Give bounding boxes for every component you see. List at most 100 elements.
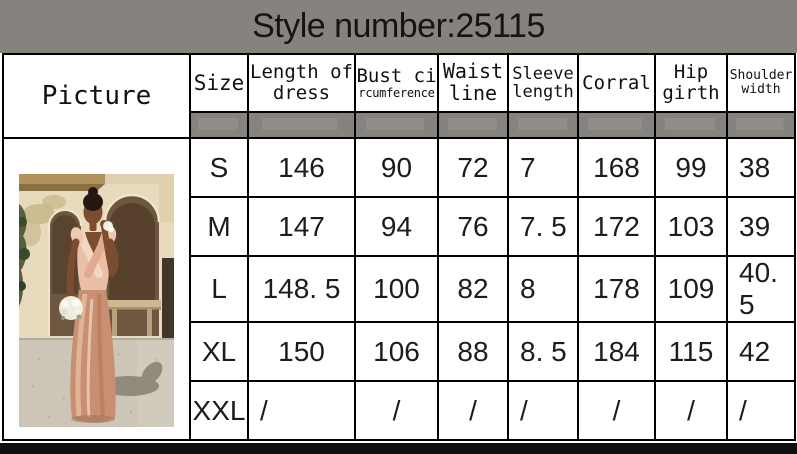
picture-header-label: Picture xyxy=(41,80,152,111)
cell-hip: 109 xyxy=(654,255,728,323)
cell-sleeve: 8. 5 xyxy=(507,321,579,382)
v-neckline-skin xyxy=(85,231,102,258)
cell-length: 147 xyxy=(247,196,356,257)
cell-length: 146 xyxy=(247,137,356,198)
cell-corral: 172 xyxy=(577,196,656,257)
cell-waist: 88 xyxy=(437,321,509,382)
table-row-l: L 148. 5 100 82 8 178 109 40. 5 xyxy=(3,255,796,323)
cell-shoulder: 38 xyxy=(726,137,796,198)
wall-right-shade xyxy=(159,173,174,222)
gray-band-cell xyxy=(507,111,579,139)
cell-corral: 178 xyxy=(577,255,656,323)
left-arch-edge xyxy=(48,208,82,336)
cell-bust: 90 xyxy=(354,137,439,198)
size-chart-table: Picture Size Length of dress Bust ci rcumf… xyxy=(2,53,796,441)
cell-shoulder: / xyxy=(726,380,796,441)
column-header-sleeve-length: Sleeve length xyxy=(507,53,579,113)
size-label: M xyxy=(189,196,249,257)
column-header-picture: Picture xyxy=(2,53,191,139)
skirt-sheen xyxy=(75,293,88,416)
cell-corral: 184 xyxy=(577,321,656,382)
table-row-xl: XL 150 106 88 8. 5 184 115 42 xyxy=(3,321,796,382)
cell-sleeve: / xyxy=(507,380,579,441)
white-flower-at-face xyxy=(108,225,114,232)
column-header-hip-girth: Hip girth xyxy=(654,53,728,113)
bench-leg xyxy=(147,308,152,336)
gray-band-cell xyxy=(577,111,656,139)
table-row-m: M 147 94 76 7. 5 172 103 39 xyxy=(3,196,796,257)
bottom-cropped-strip xyxy=(0,443,797,454)
column-header-bust-circumference: Bust ci rcumference xyxy=(354,53,439,113)
skirt-highlight xyxy=(86,298,94,417)
table-row-s: S 146 90 72 7 168 99 38 xyxy=(2,137,796,441)
wrap-lapel-left xyxy=(76,229,103,278)
cell-sleeve: 8 xyxy=(507,255,579,323)
cell-hip: 103 xyxy=(654,196,728,257)
cell-length: 150 xyxy=(247,321,356,382)
skirt-hem-shadow xyxy=(71,414,115,423)
gray-band-cell xyxy=(726,111,796,139)
gray-band-cell xyxy=(189,111,249,139)
column-header-corral: Corral xyxy=(577,53,656,113)
roof-beam xyxy=(19,173,105,184)
column-header-length-of-dress: Length of dress xyxy=(247,53,356,113)
dark-doorway xyxy=(162,257,174,338)
style-number-title: Style number:25115 xyxy=(252,7,545,45)
cell-hip: 99 xyxy=(654,137,728,198)
product-photo xyxy=(19,173,174,427)
model-figure xyxy=(59,186,119,423)
cell-sleeve: 7. 5 xyxy=(507,196,579,257)
stone-bench xyxy=(107,299,161,309)
cell-bust: 106 xyxy=(354,321,439,382)
cell-bust: 94 xyxy=(354,196,439,257)
bouquet xyxy=(59,295,83,320)
left-arm xyxy=(66,238,80,303)
gray-band-row xyxy=(3,111,796,139)
cell-length: / xyxy=(247,380,356,441)
cell-waist: 82 xyxy=(437,255,509,323)
right-forearm xyxy=(101,222,115,276)
cell-shoulder: 42 xyxy=(726,321,796,382)
table-row-xxl: XXL / / / / / / / xyxy=(3,380,796,441)
greenery-leaf xyxy=(19,216,27,227)
cell-hip: / xyxy=(654,380,728,441)
column-header-size: Size xyxy=(189,53,249,113)
cell-shoulder: 40. 5 xyxy=(726,255,796,323)
cell-length: 148. 5 xyxy=(247,255,356,323)
cell-corral: / xyxy=(577,380,656,441)
skirt-fold-shade xyxy=(97,293,105,416)
foliage-shadow xyxy=(42,194,66,209)
greenery-leaf xyxy=(19,280,26,291)
column-header-waist-line: Waist line xyxy=(437,53,509,113)
right-arch-inner-shade xyxy=(109,202,155,304)
cell-bust: / xyxy=(354,380,439,441)
cell-waist: 72 xyxy=(437,137,509,198)
gray-band-cell xyxy=(247,111,356,139)
title-bar: Style number:25115 xyxy=(0,0,797,53)
size-label: S xyxy=(189,137,249,198)
right-arch-edge xyxy=(103,193,161,336)
gray-band-cell xyxy=(354,111,439,139)
size-label: XL xyxy=(189,321,249,382)
column-header-shoulder-width: Shoulder width xyxy=(726,53,796,113)
cell-sleeve: 7 xyxy=(507,137,579,198)
gray-band-cell xyxy=(654,111,728,139)
greenery-leaf xyxy=(19,247,30,260)
hair xyxy=(83,192,103,211)
product-photo-cell xyxy=(2,137,191,441)
cell-shoulder: 39 xyxy=(726,196,796,257)
roof-beam-shadow xyxy=(19,183,105,191)
cell-hip: 115 xyxy=(654,321,728,382)
bench-leg xyxy=(112,308,117,336)
cell-bust: 100 xyxy=(354,255,439,323)
stone-bench-shadow xyxy=(107,306,161,310)
gray-band-cell xyxy=(437,111,509,139)
neck xyxy=(89,221,97,231)
hair-bun xyxy=(88,186,98,197)
cell-waist: / xyxy=(437,380,509,441)
size-label: L xyxy=(189,255,249,323)
cell-waist: 76 xyxy=(437,196,509,257)
size-label: XXL xyxy=(189,380,249,441)
cell-corral: 168 xyxy=(577,137,656,198)
